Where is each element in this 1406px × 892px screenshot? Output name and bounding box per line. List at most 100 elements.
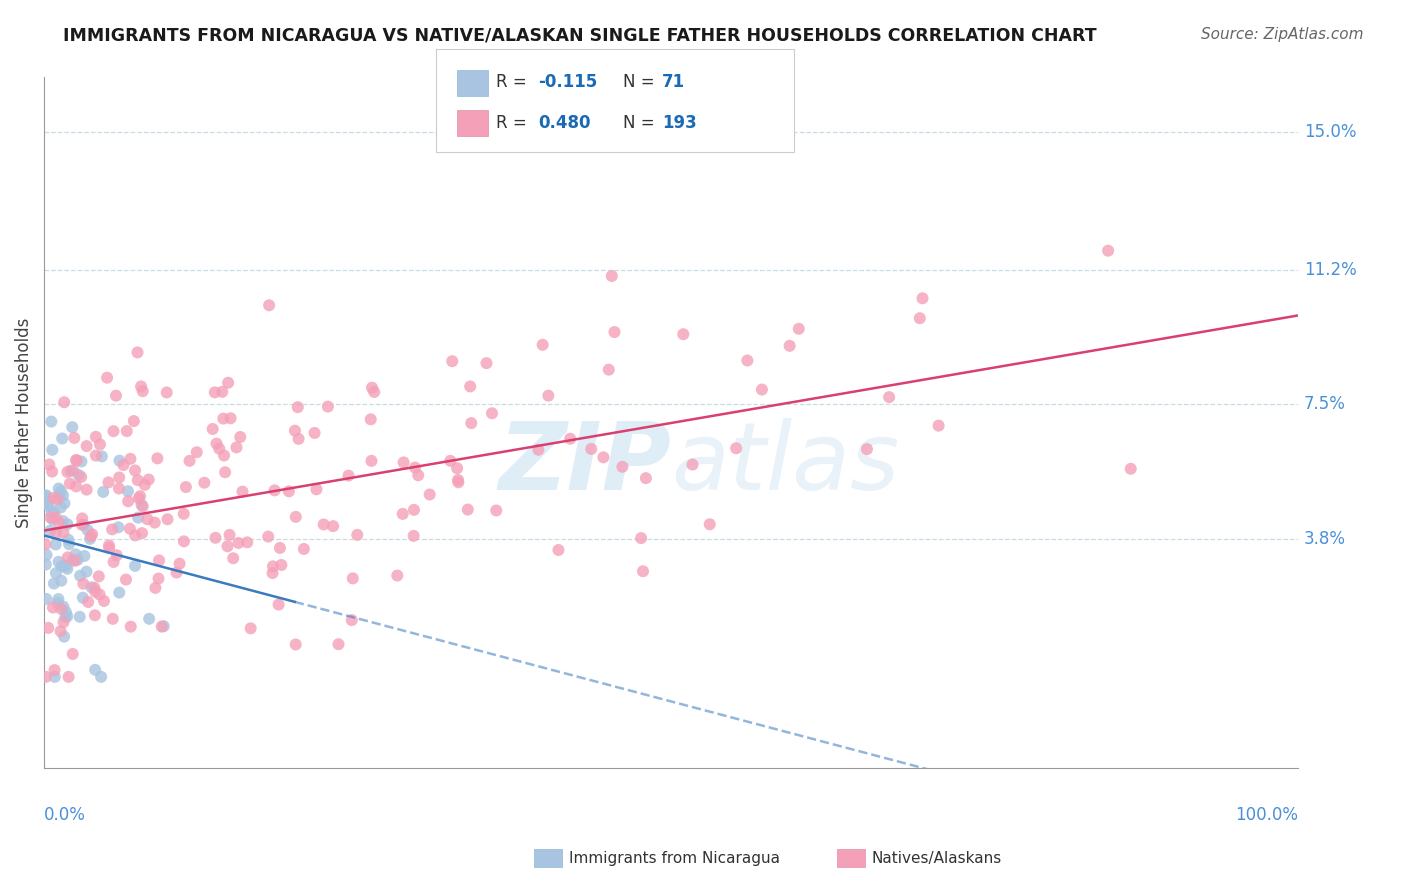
Point	[108, 453, 131, 467]
Point	[79, 532, 101, 546]
Point	[457, 502, 479, 516]
Text: N =: N =	[623, 114, 659, 132]
Point	[877, 390, 900, 404]
Point	[35, 670, 58, 684]
Point	[93, 594, 115, 608]
Point	[67, 468, 90, 483]
Point	[257, 530, 280, 544]
Point	[228, 536, 250, 550]
Point	[103, 424, 125, 438]
Point	[72, 591, 94, 605]
Point	[39, 510, 62, 524]
Point	[101, 612, 124, 626]
Point	[84, 608, 107, 623]
Point	[45, 510, 67, 524]
Point	[37, 621, 59, 635]
Text: 193: 193	[662, 114, 697, 132]
Point	[136, 512, 159, 526]
Text: Source: ZipAtlas.com: Source: ZipAtlas.com	[1201, 27, 1364, 42]
Point	[56, 609, 79, 624]
Point	[80, 529, 103, 543]
Point	[152, 619, 174, 633]
Point	[48, 516, 70, 530]
Point	[148, 572, 170, 586]
Point	[51, 559, 73, 574]
Point	[58, 670, 80, 684]
Point	[124, 528, 146, 542]
Point	[62, 553, 84, 567]
Point	[76, 523, 98, 537]
Point	[527, 442, 550, 457]
Point	[592, 450, 614, 465]
Point	[270, 558, 292, 572]
Point	[120, 620, 142, 634]
Point	[127, 345, 149, 359]
Point	[911, 291, 934, 305]
Point	[34, 489, 56, 503]
Point	[284, 638, 307, 652]
Point	[41, 506, 63, 520]
Point	[441, 354, 464, 368]
Point	[75, 565, 97, 579]
Point	[257, 298, 280, 312]
Point	[52, 525, 75, 540]
Point	[218, 528, 240, 542]
Point	[38, 458, 60, 472]
Point	[34, 537, 56, 551]
Point	[284, 509, 307, 524]
Point	[41, 442, 63, 457]
Point	[58, 533, 80, 547]
Point	[49, 484, 72, 499]
Point	[173, 507, 195, 521]
Point	[547, 543, 569, 558]
Point	[89, 437, 111, 451]
Point	[392, 455, 415, 469]
Point	[97, 475, 120, 490]
Point	[132, 500, 155, 514]
Point	[52, 488, 75, 502]
Point	[83, 581, 105, 595]
Point	[212, 449, 235, 463]
Point	[53, 610, 76, 624]
Point	[124, 463, 146, 477]
Point	[219, 411, 242, 425]
Point	[634, 471, 657, 485]
Point	[96, 370, 118, 384]
Point	[127, 510, 149, 524]
Point	[80, 580, 103, 594]
Point	[205, 436, 228, 450]
Point	[134, 478, 156, 492]
Point	[41, 512, 63, 526]
Point	[337, 468, 360, 483]
Point	[65, 453, 87, 467]
Point	[56, 550, 79, 565]
Point	[145, 581, 167, 595]
Point	[737, 353, 759, 368]
Point	[751, 383, 773, 397]
Point	[70, 517, 93, 532]
Point	[186, 445, 208, 459]
Point	[204, 385, 226, 400]
Point	[45, 537, 67, 551]
Point	[166, 566, 188, 580]
Point	[53, 496, 76, 510]
Point	[84, 430, 107, 444]
Point	[70, 470, 93, 484]
Point	[263, 483, 285, 498]
Point	[560, 432, 582, 446]
Point	[108, 482, 131, 496]
Point	[129, 489, 152, 503]
Point	[127, 473, 149, 487]
Point	[77, 595, 100, 609]
Point	[340, 613, 363, 627]
Point	[56, 517, 79, 532]
Point	[52, 514, 75, 528]
Point	[44, 663, 66, 677]
Point	[262, 566, 284, 580]
Point	[35, 488, 58, 502]
Point	[387, 568, 409, 582]
Point	[402, 529, 425, 543]
Point	[1097, 244, 1119, 258]
Point	[65, 547, 87, 561]
Point	[304, 425, 326, 440]
